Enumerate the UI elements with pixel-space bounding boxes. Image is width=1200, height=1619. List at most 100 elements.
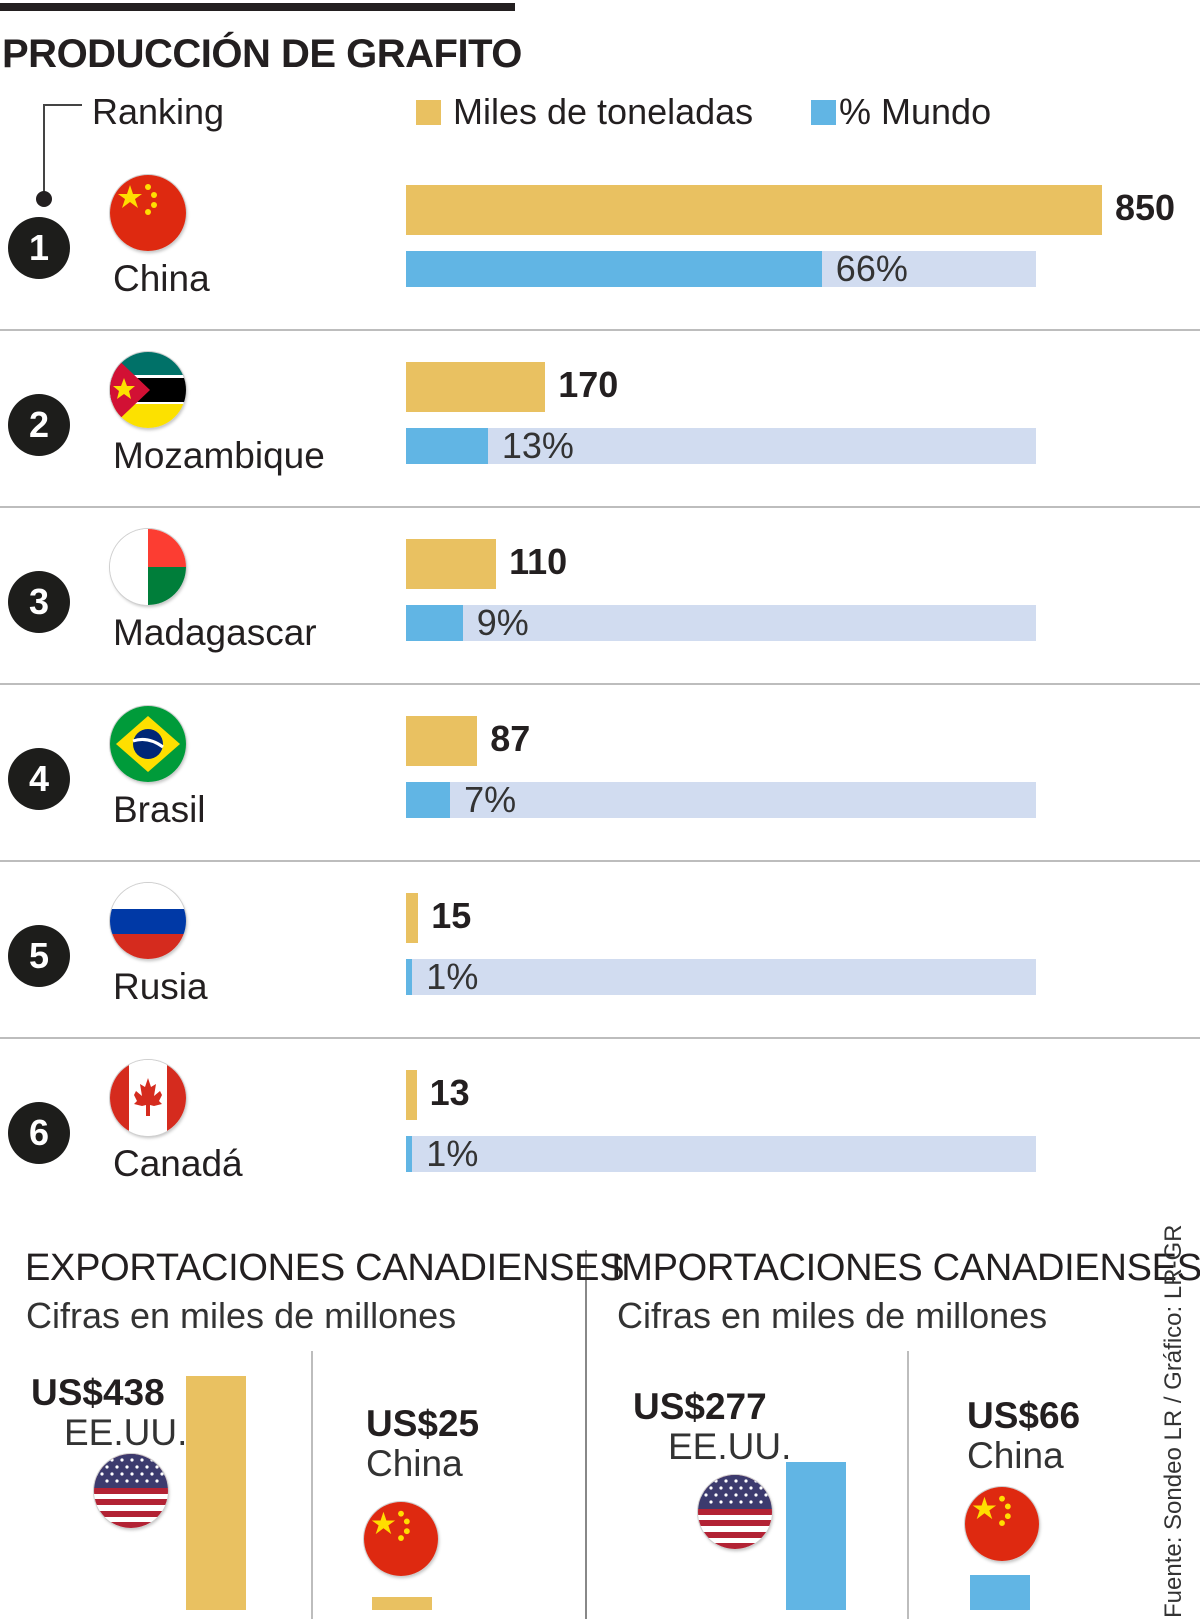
tons-bar xyxy=(406,893,419,943)
ranking-connector xyxy=(44,104,82,106)
pct-track xyxy=(406,605,1036,641)
ranking-row: 6 Canadá 13 1% xyxy=(0,1040,1200,1216)
legend-swatch-pct xyxy=(811,100,836,125)
tons-value-label: 15 xyxy=(431,895,472,936)
tons-bar xyxy=(406,1070,417,1120)
ranking-row: 1 China 850 66% xyxy=(0,155,1200,331)
flag-usa-icon xyxy=(94,1454,168,1528)
ranking-row: 3 Madagascar 110 9% xyxy=(0,509,1200,685)
tons-value-label: 13 xyxy=(429,1072,470,1113)
trade-value-label: US$66 xyxy=(967,1395,1081,1436)
trade-value-label: US$277 xyxy=(633,1386,767,1427)
russia-flag-icon xyxy=(110,883,186,959)
china-flag-icon xyxy=(364,1502,438,1576)
tons-value-label: 850 xyxy=(1115,187,1176,228)
imports-inner-divider xyxy=(907,1351,909,1619)
exports-inner-divider xyxy=(311,1351,313,1619)
imports-title: IMPORTACIONES CANADIENSES xyxy=(611,1247,1200,1289)
usa-flag-icon xyxy=(94,1454,168,1528)
trade-bar xyxy=(372,1596,432,1610)
rank-badge: 5 xyxy=(8,925,70,987)
country-name: Canadá xyxy=(113,1143,243,1184)
flag-china-icon xyxy=(965,1487,1039,1561)
flag-madagascar-icon xyxy=(110,529,186,605)
tons-value-label: 87 xyxy=(490,718,531,759)
source-note: Fuente: Sondeo LR / Gráfico: LR-GR xyxy=(1160,1224,1187,1618)
row-separator xyxy=(0,1037,1200,1039)
country-name: Rusia xyxy=(113,966,208,1007)
flag-china-icon xyxy=(110,175,186,251)
pct-value-label: 9% xyxy=(476,602,529,643)
row-separator xyxy=(0,506,1200,508)
pct-value-label: 7% xyxy=(464,779,517,820)
rank-badge: 6 xyxy=(8,1102,70,1164)
tons-bar xyxy=(406,185,1102,235)
tons-bar xyxy=(406,539,497,589)
imports-subtitle: Cifras en miles de millones xyxy=(617,1295,1048,1336)
pct-bar xyxy=(406,428,488,464)
chart-title: PRODUCCIÓN DE GRAFITO xyxy=(2,32,522,76)
country-name: China xyxy=(113,258,210,299)
legend-pct: % Mundo xyxy=(839,91,992,132)
tons-value-label: 110 xyxy=(509,541,568,582)
top-rule xyxy=(0,3,515,11)
row-separator xyxy=(0,329,1200,331)
country-name: Mozambique xyxy=(113,435,325,476)
rank-badge: 4 xyxy=(8,748,70,810)
china-flag-icon xyxy=(965,1487,1039,1561)
pct-track xyxy=(406,1136,1036,1172)
mozambique-flag-icon xyxy=(110,352,186,428)
pct-value-label: 1% xyxy=(426,1133,479,1174)
row-separator xyxy=(0,860,1200,862)
flag-mozambique-icon xyxy=(110,352,186,428)
trade-partner-label: EE.UU. xyxy=(64,1412,188,1453)
china-flag-icon xyxy=(110,175,186,251)
trade-partner-label: China xyxy=(967,1435,1064,1476)
canada-flag-icon xyxy=(110,1060,186,1136)
trade-partner-label: China xyxy=(366,1443,463,1484)
flag-china-icon xyxy=(364,1502,438,1576)
flag-usa-icon xyxy=(698,1475,772,1549)
ranking-connector-dot xyxy=(36,191,52,207)
exports-subtitle: Cifras en miles de millones xyxy=(26,1295,457,1336)
legend-swatch-tons xyxy=(416,100,441,125)
legend-ranking: Ranking xyxy=(92,91,225,132)
brazil-flag-icon xyxy=(110,706,186,782)
pct-track xyxy=(406,782,1036,818)
trade-value-label: US$438 xyxy=(31,1372,165,1413)
usa-flag-icon xyxy=(698,1475,772,1549)
ranking-row: 2 Mozambique 170 13% xyxy=(0,332,1200,508)
pct-track xyxy=(406,959,1036,995)
ranking-connector-vertical xyxy=(43,104,45,196)
pct-bar xyxy=(406,605,463,641)
ranking-row: 5 Rusia 15 1% xyxy=(0,863,1200,1039)
trade-partner-label: EE.UU. xyxy=(668,1426,792,1467)
trade-bar xyxy=(970,1574,1030,1610)
trade-bar xyxy=(786,1462,846,1610)
pct-bar xyxy=(406,251,822,287)
country-name: Madagascar xyxy=(113,612,317,653)
legend-tons: Miles de toneladas xyxy=(453,91,754,132)
section-divider xyxy=(585,1250,587,1619)
pct-bar xyxy=(406,1136,413,1172)
trade-bar xyxy=(186,1376,246,1610)
tons-bar xyxy=(406,716,478,766)
row-separator xyxy=(0,683,1200,685)
flag-russia-icon xyxy=(110,883,186,959)
exports-title: EXPORTACIONES CANADIENSES xyxy=(25,1247,625,1289)
rank-badge: 1 xyxy=(8,217,70,279)
tons-bar xyxy=(406,362,546,412)
tons-value-label: 170 xyxy=(558,364,619,405)
pct-value-label: 13% xyxy=(501,425,574,466)
ranking-row: 4 Brasil 87 7% xyxy=(0,686,1200,862)
country-name: Brasil xyxy=(113,789,206,830)
pct-value-label: 1% xyxy=(426,956,479,997)
trade-value-label: US$25 xyxy=(366,1403,480,1444)
pct-track xyxy=(406,428,1036,464)
pct-bar xyxy=(406,782,451,818)
flag-brazil-icon xyxy=(110,706,186,782)
pct-bar xyxy=(406,959,413,995)
flag-canada-icon xyxy=(110,1060,186,1136)
madagascar-flag-icon xyxy=(110,529,186,605)
rank-badge: 2 xyxy=(8,394,70,456)
